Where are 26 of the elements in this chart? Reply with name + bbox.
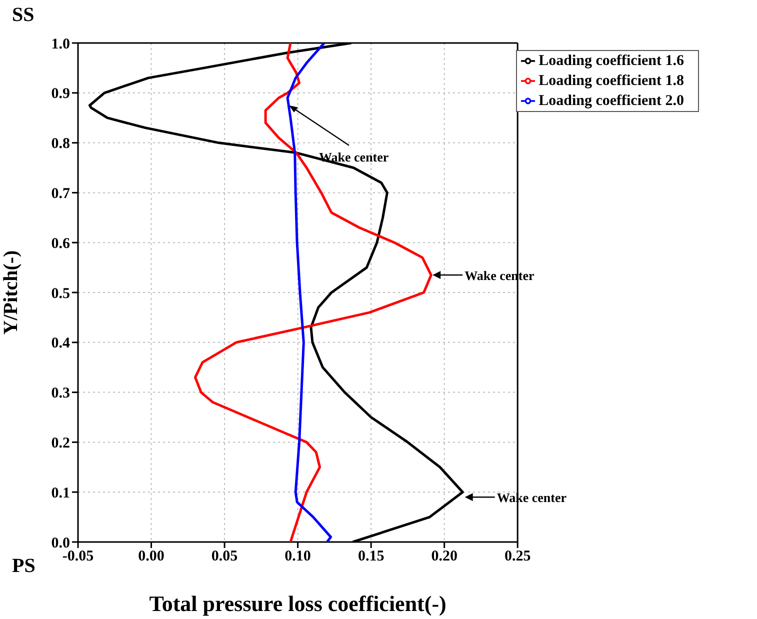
x-tick-label: 0.15 (358, 548, 384, 565)
legend-label: Loading coefficient 2.0 (538, 93, 684, 109)
x-tick-label: 0.20 (431, 548, 458, 565)
text: PS (12, 555, 36, 578)
legend-label: Loading coefficient 1.6 (538, 53, 684, 69)
x-tick-label: -0.05 (62, 548, 94, 565)
x-axis-title: Total pressure loss coefficient(-) (149, 591, 446, 616)
y-tick-label: 0.8 (51, 136, 70, 152)
y-tick-label: 1.0 (51, 36, 70, 52)
y-tick-label: 0.2 (51, 436, 70, 452)
line-series (194, 43, 432, 542)
y-tick-label: 0.7 (51, 186, 70, 202)
y-tick-label: 0.4 (51, 336, 70, 352)
y-tick-label: 0.6 (51, 236, 70, 252)
y-tick-label: 0.3 (51, 386, 70, 402)
text: SS (12, 4, 34, 27)
y-tick-label: 0.9 (51, 86, 70, 102)
y-tick-label: 0.5 (51, 286, 70, 302)
x-tick-label: 0.10 (284, 548, 311, 565)
y-tick-label: 0.0 (51, 535, 70, 552)
x-tick-label: 0.25 (504, 548, 531, 565)
y-axis-title: Y/Pitch(-) (0, 250, 22, 335)
x-tick-label: 0.05 (211, 548, 238, 565)
y-tick-label: 0.1 (51, 485, 70, 502)
x-tick-label: 0.00 (138, 548, 164, 565)
legend-label: Loading coefficient 1.8 (538, 73, 684, 89)
